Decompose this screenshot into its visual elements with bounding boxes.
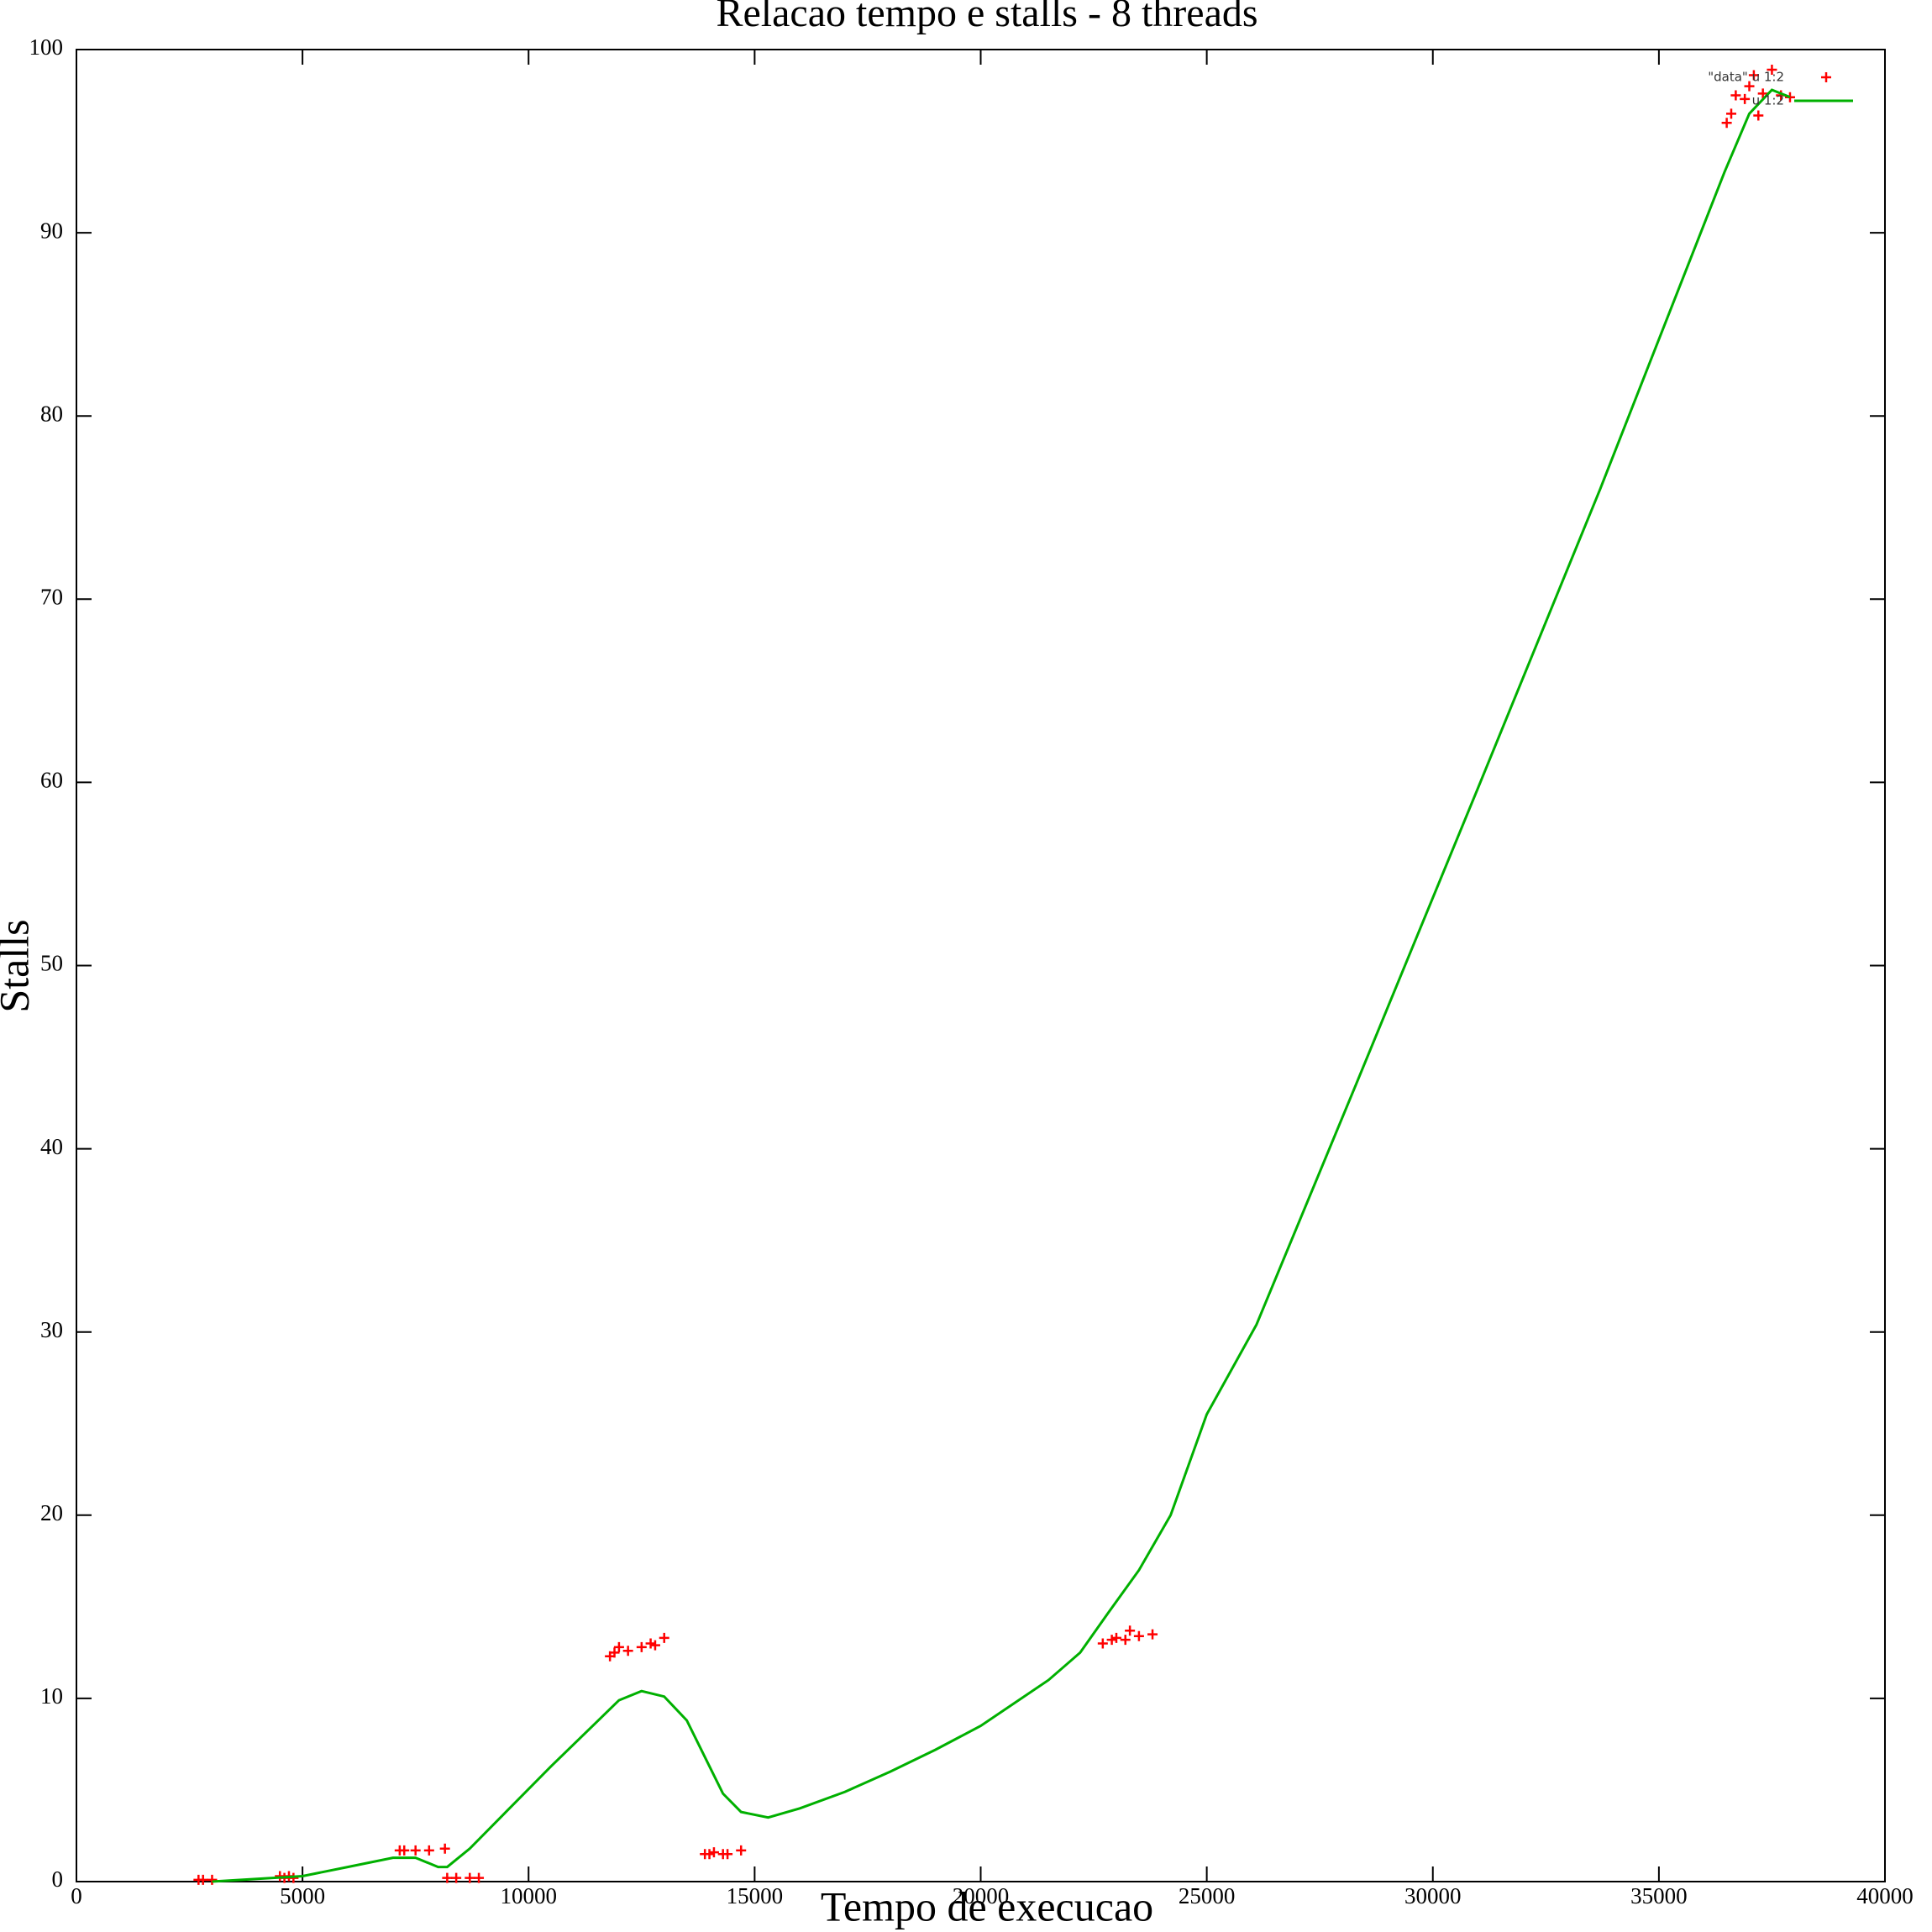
data-point [1726, 108, 1736, 119]
y-tick-label: 90 [40, 218, 63, 243]
data-point [1767, 64, 1777, 75]
y-tick-label: 40 [40, 1134, 63, 1159]
data-point [649, 1640, 660, 1651]
data-point [1721, 118, 1732, 129]
data-point [613, 1641, 624, 1652]
data-point [1748, 70, 1759, 81]
data-point [410, 1845, 421, 1856]
x-tick-label: 10000 [501, 1883, 558, 1908]
data-point [1147, 1629, 1158, 1640]
data-point [1133, 1630, 1144, 1641]
x-tick-label: 20000 [953, 1883, 1010, 1908]
data-point [622, 1646, 633, 1656]
data-point [474, 1872, 485, 1883]
y-tick-label: 100 [29, 34, 64, 60]
x-tick-label: 35000 [1630, 1883, 1688, 1908]
data-point [704, 1849, 715, 1860]
x-tick-label: 25000 [1179, 1883, 1236, 1908]
y-tick-label: 60 [40, 768, 63, 793]
y-tick-label: 80 [40, 401, 63, 426]
x-tick-label: 0 [71, 1883, 82, 1908]
data-point [1106, 1635, 1117, 1646]
y-tick-label: 10 [40, 1683, 63, 1709]
data-point [645, 1638, 656, 1649]
data-point [659, 1632, 669, 1643]
data-point [442, 1872, 453, 1883]
data-point [708, 1847, 719, 1858]
y-tick-label: 70 [40, 585, 63, 610]
x-tick-label: 30000 [1404, 1883, 1462, 1908]
x-tick-label: 5000 [280, 1883, 325, 1908]
data-point [1125, 1625, 1136, 1636]
data-point [1730, 90, 1741, 101]
data-point [423, 1845, 434, 1856]
y-axis-label: Stalls [0, 919, 37, 1012]
data-point [1757, 88, 1768, 99]
data-point [465, 1872, 475, 1883]
legend-label: "data" u 1:2 [1708, 70, 1784, 85]
plot-frame [76, 49, 1886, 1882]
y-tick-label: 20 [40, 1500, 63, 1525]
legend-marker [1821, 72, 1831, 82]
data-point [1110, 1632, 1121, 1643]
data-point [1120, 1635, 1131, 1646]
data-point [197, 1874, 208, 1885]
data-point [1097, 1638, 1108, 1649]
fit-line [212, 88, 1791, 1883]
data-point [636, 1641, 647, 1652]
data-point [1744, 81, 1755, 92]
y-tick-label: 30 [40, 1317, 63, 1342]
data-point [1740, 93, 1751, 104]
data-point [736, 1845, 747, 1856]
y-tick-label: 0 [52, 1866, 64, 1892]
data-point [722, 1849, 733, 1860]
data-point [439, 1843, 450, 1854]
legend-label: u 1:2 [1752, 93, 1784, 108]
data-point [451, 1872, 462, 1883]
x-tick-label: 15000 [727, 1883, 784, 1908]
data-point [1753, 110, 1764, 121]
y-tick-label: 50 [40, 951, 63, 976]
x-tick-label: 40000 [1856, 1883, 1914, 1908]
data-point [207, 1874, 218, 1885]
data-point [609, 1647, 620, 1658]
data-point [399, 1845, 410, 1856]
chart-title: Relacao tempo e stalls - 8 threads [716, 0, 1257, 35]
x-axis-label: Tempo de execucao [821, 1882, 1153, 1929]
